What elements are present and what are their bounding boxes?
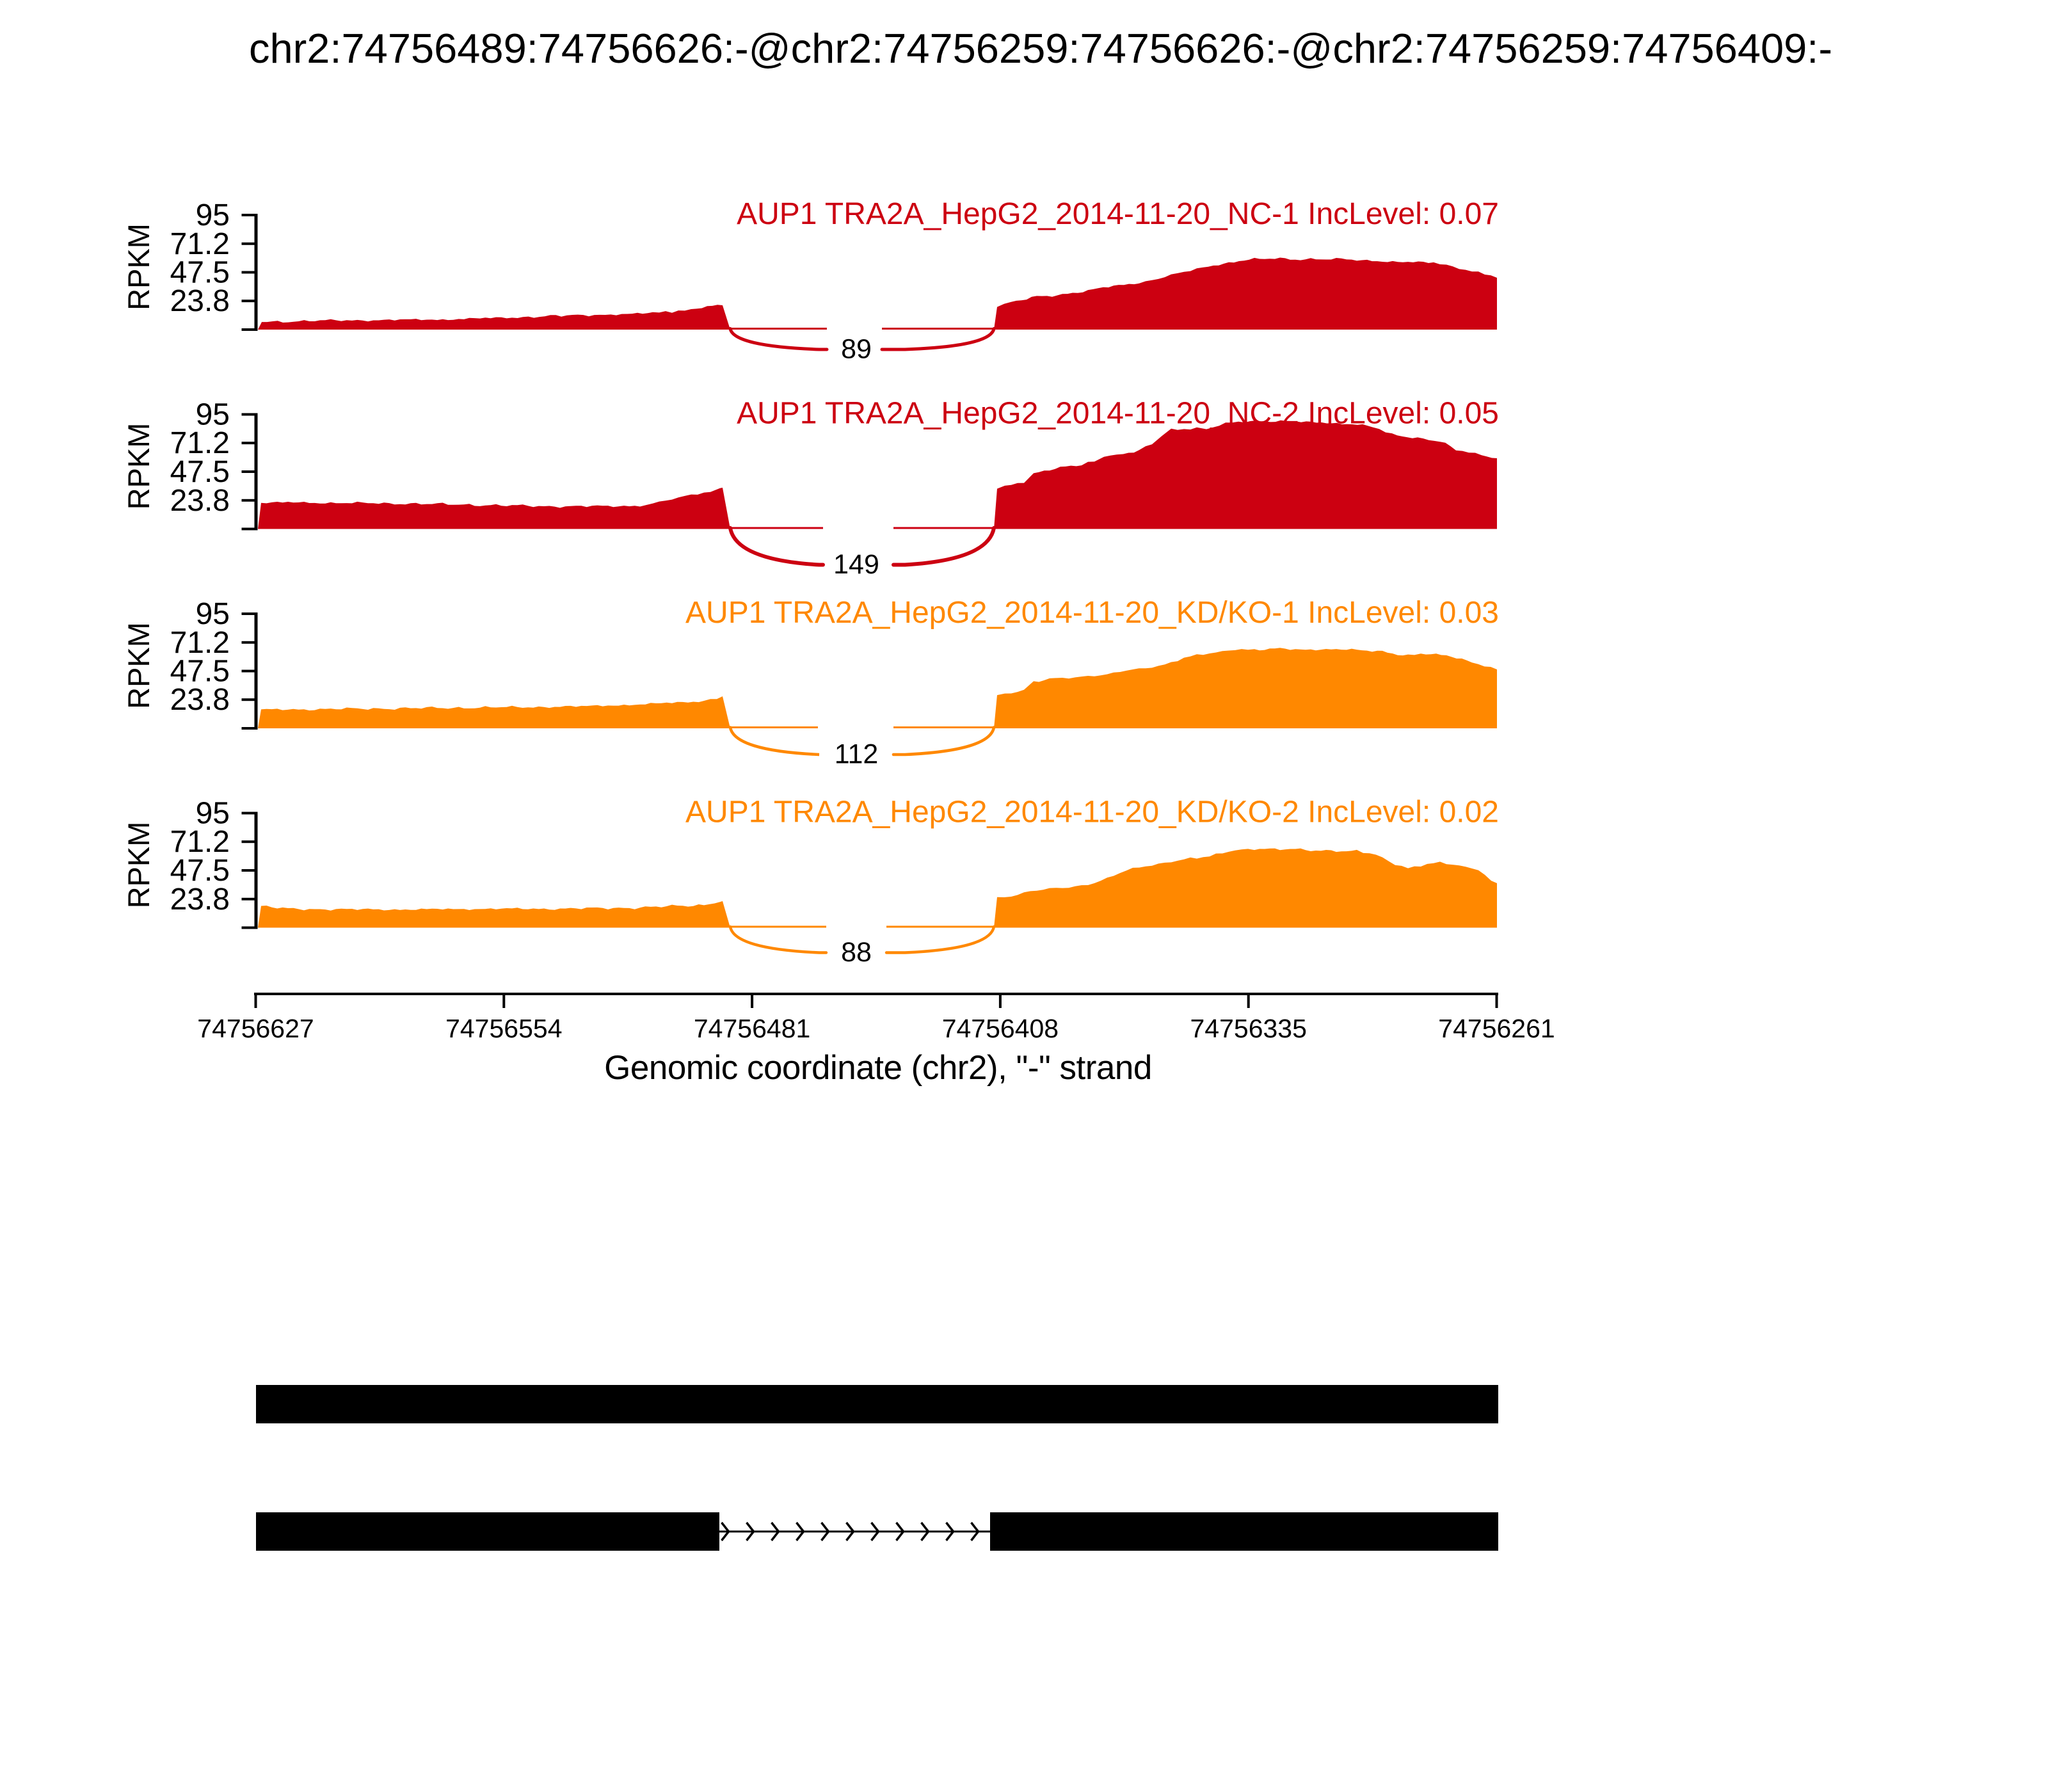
svg-text:95: 95 bbox=[196, 797, 230, 831]
svg-text:47.5: 47.5 bbox=[170, 854, 230, 888]
svg-text:RPKM: RPKM bbox=[122, 622, 156, 709]
svg-text:74756261: 74756261 bbox=[1438, 1014, 1555, 1043]
svg-text:74756627: 74756627 bbox=[197, 1014, 314, 1043]
svg-text:AUP1 TRA2A_HepG2_2014-11-20_KD: AUP1 TRA2A_HepG2_2014-11-20_KD/KO-2 IncL… bbox=[685, 796, 1499, 829]
svg-text:74756481: 74756481 bbox=[694, 1014, 810, 1043]
svg-text:112: 112 bbox=[835, 739, 879, 770]
svg-text:47.5: 47.5 bbox=[170, 655, 230, 689]
svg-text:95: 95 bbox=[196, 198, 230, 232]
svg-text:AUP1 TRA2A_HepG2_2014-11-20_NC: AUP1 TRA2A_HepG2_2014-11-20_NC-1 IncLeve… bbox=[737, 197, 1499, 231]
svg-text:71.2: 71.2 bbox=[170, 626, 230, 660]
svg-text:74756335: 74756335 bbox=[1190, 1014, 1306, 1043]
svg-text:71.2: 71.2 bbox=[170, 825, 230, 859]
svg-text:23.8: 23.8 bbox=[170, 484, 230, 518]
svg-text:74756408: 74756408 bbox=[942, 1014, 1059, 1043]
svg-text:47.5: 47.5 bbox=[170, 256, 230, 290]
svg-text:89: 89 bbox=[841, 334, 872, 365]
svg-text:23.8: 23.8 bbox=[170, 683, 230, 717]
svg-text:AUP1 TRA2A_HepG2_2014-11-20_KD: AUP1 TRA2A_HepG2_2014-11-20_KD/KO-1 IncL… bbox=[685, 596, 1499, 630]
svg-text:47.5: 47.5 bbox=[170, 455, 230, 489]
svg-text:149: 149 bbox=[833, 549, 879, 580]
svg-text:71.2: 71.2 bbox=[170, 426, 230, 460]
svg-text:AUP1 TRA2A_HepG2_2014-11-20_NC: AUP1 TRA2A_HepG2_2014-11-20_NC-2 IncLeve… bbox=[737, 397, 1499, 431]
svg-text:88: 88 bbox=[841, 937, 872, 968]
svg-text:95: 95 bbox=[196, 597, 230, 631]
svg-text:23.8: 23.8 bbox=[170, 284, 230, 318]
svg-text:RPKM: RPKM bbox=[122, 223, 156, 310]
svg-text:RPKM: RPKM bbox=[122, 822, 156, 909]
svg-text:74756554: 74756554 bbox=[445, 1014, 562, 1043]
svg-text:95: 95 bbox=[196, 398, 230, 432]
svg-text:23.8: 23.8 bbox=[170, 883, 230, 916]
svg-text:chr2:74756489:74756626:-@chr2:: chr2:74756489:74756626:-@chr2:74756259:7… bbox=[249, 25, 1832, 72]
svg-text:RPKM: RPKM bbox=[122, 423, 156, 510]
svg-text:71.2: 71.2 bbox=[170, 227, 230, 261]
svg-text:Genomic coordinate (chr2), "-": Genomic coordinate (chr2), "-" strand bbox=[604, 1049, 1152, 1087]
